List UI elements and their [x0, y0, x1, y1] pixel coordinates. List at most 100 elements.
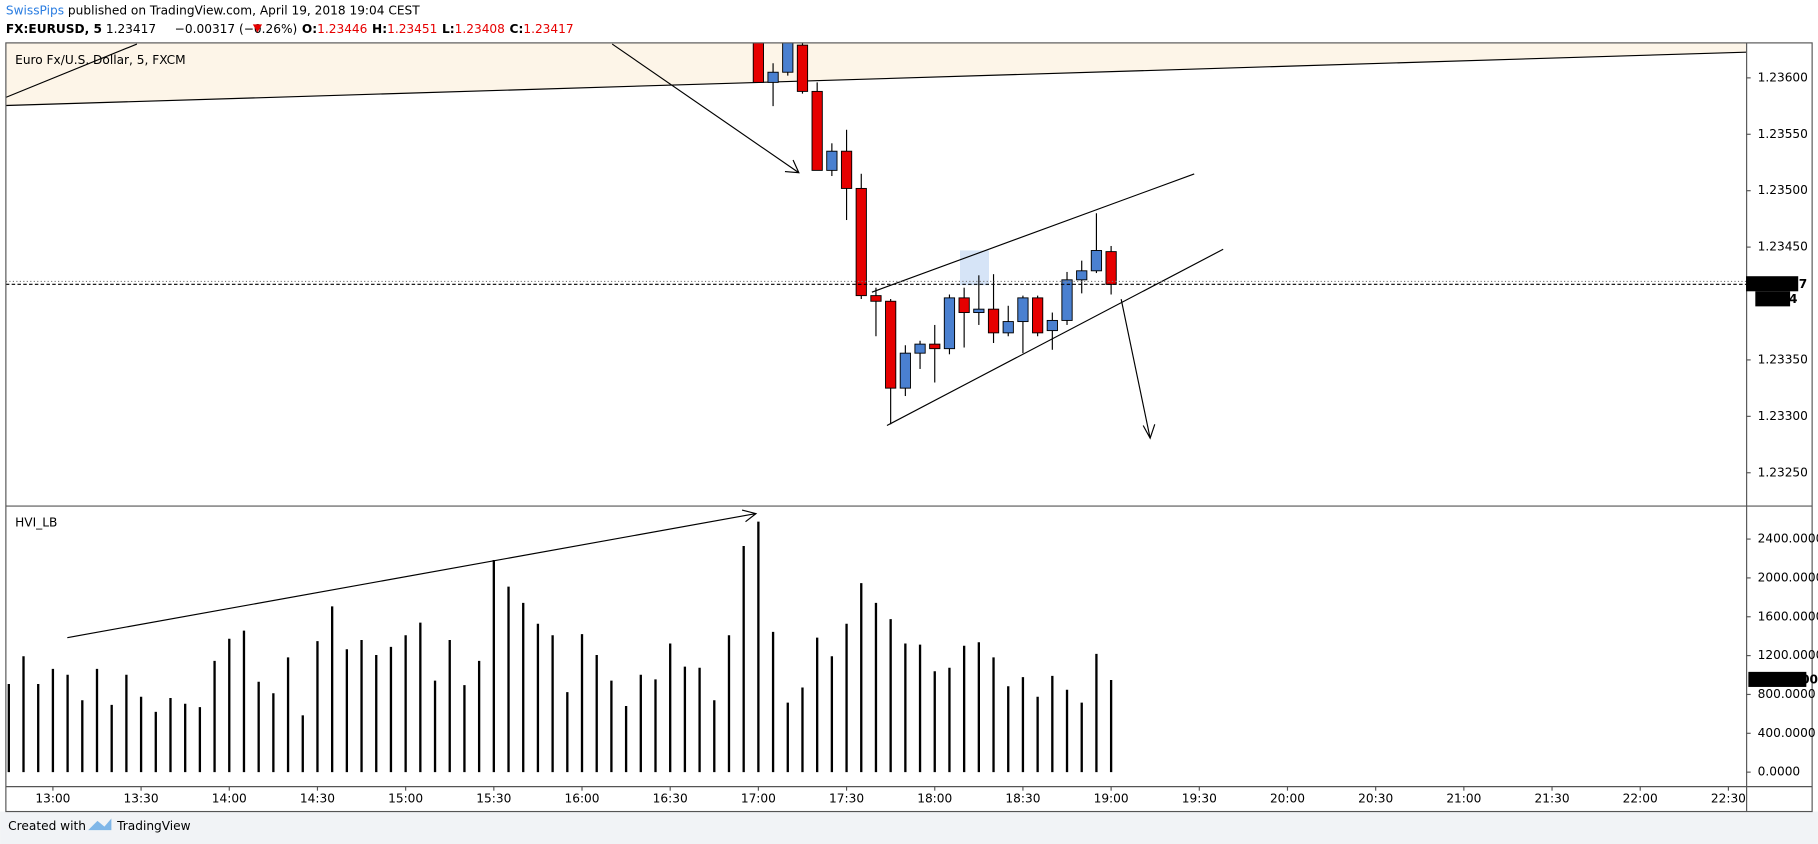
y-tick-label: 1.23300	[1758, 409, 1808, 423]
arrow	[67, 509, 758, 639]
candle-body	[752, 42, 764, 83]
axes: 1.23250 1.23300 1.23350 1.23450 1.23500 1.235…	[35, 70, 1818, 805]
candle-body	[826, 150, 838, 171]
x-tick-label: 20:00	[1270, 791, 1305, 805]
zone	[5, 42, 1747, 106]
y-tick-label: 400.0000	[1758, 726, 1816, 740]
x-tick-label: 19:30	[1182, 791, 1217, 805]
candle-body	[782, 42, 794, 73]
y-tick-label: 1.23600	[1758, 70, 1808, 84]
x-tick-label: 21:00	[1446, 791, 1481, 805]
candle-body	[885, 300, 897, 389]
candle-body	[1032, 297, 1044, 334]
created-with: Created with	[8, 819, 86, 833]
ohlc-key: O:	[302, 21, 317, 35]
ohlc-key: L:	[442, 21, 455, 35]
y-tick-label: 1200.0000	[1758, 648, 1818, 662]
y-tick-label: 1.23250	[1758, 465, 1808, 479]
highlight	[960, 250, 989, 286]
y-tick-label: 1.23350	[1758, 352, 1808, 366]
price-tag	[1746, 276, 1799, 292]
x-tick-label: 14:00	[212, 791, 247, 805]
y-tick-label: 1.23450	[1758, 240, 1808, 254]
header-line-2: FX:EURUSD, 5 1.23417 −0.00317 (−0.26%) O:1…	[6, 21, 574, 35]
candle-body	[1090, 250, 1103, 272]
drawings	[5, 42, 1747, 440]
x-tick-label: 18:30	[1005, 791, 1040, 805]
author[interactable]: SwissPips	[6, 3, 64, 17]
x-tick-label: 14:30	[300, 791, 335, 805]
x-tick-label: 18:00	[917, 791, 952, 805]
y-tick-label: 1.23550	[1758, 127, 1808, 141]
channel-line	[871, 173, 1195, 293]
countdown-tag	[1755, 291, 1791, 307]
candle-body	[929, 343, 941, 350]
candle-body	[943, 297, 956, 350]
frame	[5, 42, 1813, 813]
y-tick-label: 1600.0000	[1758, 609, 1818, 623]
x-tick-label: 20:30	[1358, 791, 1393, 805]
brand[interactable]: TradingView	[116, 819, 191, 833]
pane-title: Euro Fx/U.S. Dollar, 5, FXCM	[15, 53, 186, 67]
candle-body	[914, 343, 926, 354]
price: 1.23417	[106, 21, 156, 35]
logo	[88, 818, 112, 831]
ohlc-value: 1.23417	[523, 21, 573, 35]
x-tick-label: 13:30	[124, 791, 159, 805]
ohlc-value: 1.23446	[317, 21, 367, 35]
candle-body	[1105, 251, 1117, 285]
x-tick-label: 19:00	[1094, 791, 1129, 805]
pane-title: HVI_LB	[15, 515, 57, 529]
candle-body	[899, 352, 911, 389]
x-tick-label: 15:00	[388, 791, 423, 805]
candle-body	[840, 150, 853, 189]
y-tick-label: 1.23500	[1758, 183, 1808, 197]
value-tag-label: 949.0000	[1754, 672, 1818, 686]
candle-body	[767, 71, 779, 83]
candle-body	[1046, 319, 1058, 332]
ohlc-key: H:	[372, 21, 387, 35]
candle-body	[1076, 270, 1088, 281]
candle-body	[987, 308, 1000, 334]
y-tick-label: 800.0000	[1758, 687, 1816, 701]
x-tick-label: 16:00	[564, 791, 599, 805]
x-tick-label: 22:30	[1711, 791, 1746, 805]
candle-body	[855, 187, 867, 297]
footer-bar	[0, 811, 1818, 844]
y-tick-label: 2400.0000	[1758, 532, 1818, 546]
y-tick-label: 2000.0000	[1758, 570, 1818, 584]
candle-body	[811, 90, 823, 171]
countdown-label: 00:14	[1759, 292, 1798, 306]
candle-body	[1017, 297, 1029, 323]
value-tag	[1748, 671, 1807, 687]
volume-pane	[7, 521, 1113, 773]
x-tick-label: 21:30	[1535, 791, 1570, 805]
channel-line	[886, 248, 1224, 426]
candle-body	[1061, 279, 1073, 321]
price-tag-label: 1.23417	[1752, 277, 1807, 291]
x-tick-label: 13:00	[35, 791, 70, 805]
change: −0.00317 (−0.26%)	[175, 21, 298, 35]
header-line-1: SwissPips published on TradingView.com, …	[6, 3, 420, 17]
candle-body	[796, 44, 809, 92]
symbol: FX:EURUSD, 5	[6, 21, 102, 35]
candle-body	[1002, 321, 1014, 334]
arrow	[611, 43, 800, 174]
trend-line	[5, 51, 1747, 107]
x-tick-label: 17:00	[741, 791, 776, 805]
x-tick-label: 15:30	[476, 791, 511, 805]
y-tick-label: 0.0000	[1758, 765, 1801, 779]
down-triangle	[252, 24, 263, 33]
published: published on TradingView.com, April 19, …	[68, 3, 420, 17]
x-tick-label: 16:30	[653, 791, 688, 805]
candle-body	[973, 308, 985, 314]
ohlc-key: C:	[510, 21, 524, 35]
x-tick-label: 22:00	[1623, 791, 1658, 805]
x-tick-label: 17:30	[829, 791, 864, 805]
candle-body	[870, 295, 882, 302]
ohlc-value: 1.23451	[387, 21, 437, 35]
ohlc-value: 1.23408	[455, 21, 505, 35]
arrow	[1120, 298, 1156, 440]
